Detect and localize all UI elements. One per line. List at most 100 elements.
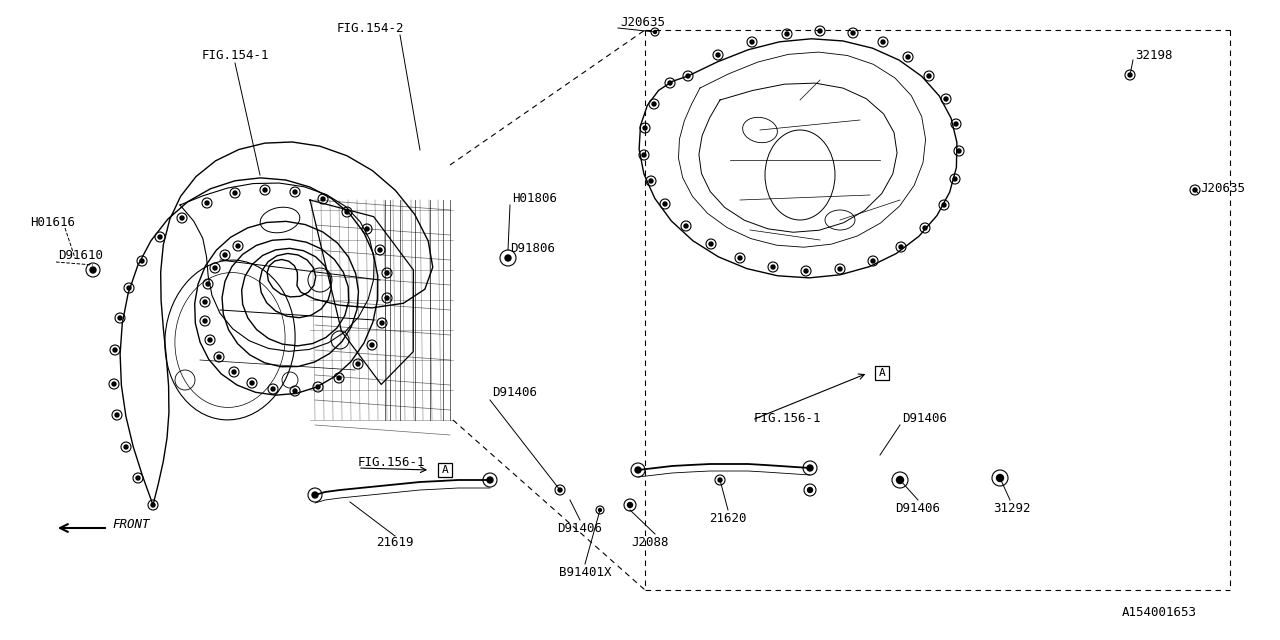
Circle shape (136, 476, 140, 480)
Circle shape (785, 32, 788, 36)
Circle shape (649, 179, 653, 183)
Text: H01806: H01806 (512, 191, 557, 205)
Text: A: A (878, 368, 886, 378)
Text: A154001653: A154001653 (1123, 605, 1197, 618)
Circle shape (233, 191, 237, 195)
Circle shape (385, 271, 389, 275)
Circle shape (312, 492, 317, 498)
Text: 21620: 21620 (709, 511, 746, 525)
Circle shape (113, 382, 116, 386)
Circle shape (838, 267, 842, 271)
Circle shape (204, 319, 207, 323)
Text: 32198: 32198 (1135, 49, 1172, 61)
Circle shape (896, 477, 904, 483)
Circle shape (716, 53, 721, 57)
Circle shape (927, 74, 931, 78)
Circle shape (180, 216, 184, 220)
Circle shape (957, 149, 961, 153)
FancyBboxPatch shape (438, 463, 452, 477)
Text: D91406: D91406 (902, 412, 947, 424)
Circle shape (558, 488, 562, 492)
Circle shape (804, 269, 808, 273)
Text: J2088: J2088 (631, 536, 668, 548)
Circle shape (881, 40, 884, 44)
Circle shape (870, 259, 876, 263)
Text: FIG.156-1: FIG.156-1 (358, 456, 425, 468)
Circle shape (599, 509, 602, 511)
Text: D91406: D91406 (896, 502, 941, 515)
Circle shape (118, 316, 122, 320)
Circle shape (954, 177, 957, 181)
Text: D91406: D91406 (492, 385, 538, 399)
Circle shape (293, 190, 297, 194)
Circle shape (997, 474, 1004, 481)
Circle shape (654, 31, 657, 33)
Text: D91406: D91406 (558, 522, 603, 534)
Circle shape (652, 102, 657, 106)
Circle shape (337, 376, 340, 380)
Circle shape (140, 259, 145, 263)
Text: D91610: D91610 (58, 248, 102, 262)
Text: 21619: 21619 (376, 536, 413, 550)
Circle shape (262, 188, 268, 192)
Circle shape (1193, 188, 1197, 192)
Circle shape (380, 321, 384, 325)
Circle shape (370, 343, 374, 347)
Circle shape (684, 224, 689, 228)
Circle shape (718, 478, 722, 482)
Circle shape (316, 385, 320, 389)
Circle shape (808, 488, 813, 493)
Text: FRONT: FRONT (113, 518, 150, 531)
Circle shape (385, 296, 389, 300)
Circle shape (686, 74, 690, 78)
Circle shape (124, 445, 128, 449)
Circle shape (709, 242, 713, 246)
Circle shape (506, 255, 511, 261)
Circle shape (271, 387, 275, 391)
Circle shape (851, 31, 855, 35)
Text: FIG.154-1: FIG.154-1 (201, 49, 269, 61)
Circle shape (663, 202, 667, 206)
FancyBboxPatch shape (876, 366, 890, 380)
Circle shape (151, 503, 155, 507)
Circle shape (771, 265, 774, 269)
Circle shape (90, 267, 96, 273)
Circle shape (1128, 73, 1132, 77)
Text: J20635: J20635 (620, 15, 666, 29)
Circle shape (954, 122, 957, 126)
Circle shape (321, 197, 325, 201)
Circle shape (818, 29, 822, 33)
Circle shape (205, 201, 209, 205)
Circle shape (942, 203, 946, 207)
Circle shape (127, 286, 131, 290)
Circle shape (212, 266, 218, 270)
Circle shape (945, 97, 948, 101)
Circle shape (232, 370, 236, 374)
Circle shape (236, 244, 241, 248)
Circle shape (115, 413, 119, 417)
Circle shape (204, 300, 207, 304)
Text: FIG.156-1: FIG.156-1 (754, 412, 822, 424)
Circle shape (209, 338, 212, 342)
Text: 31292: 31292 (993, 502, 1030, 515)
Circle shape (346, 210, 349, 214)
Circle shape (365, 227, 369, 231)
Circle shape (668, 81, 672, 85)
Text: H01616: H01616 (29, 216, 76, 228)
Circle shape (643, 153, 646, 157)
Text: FIG.154-2: FIG.154-2 (337, 22, 403, 35)
Circle shape (627, 502, 632, 508)
Circle shape (113, 348, 116, 352)
Circle shape (293, 389, 297, 393)
Circle shape (378, 248, 381, 252)
Circle shape (356, 362, 360, 366)
Text: J20635: J20635 (1201, 182, 1245, 195)
Circle shape (806, 465, 813, 471)
Text: D91806: D91806 (509, 241, 556, 255)
Circle shape (223, 253, 227, 257)
Circle shape (486, 477, 493, 483)
Circle shape (750, 40, 754, 44)
Circle shape (250, 381, 253, 385)
Circle shape (218, 355, 221, 359)
Circle shape (206, 282, 210, 286)
